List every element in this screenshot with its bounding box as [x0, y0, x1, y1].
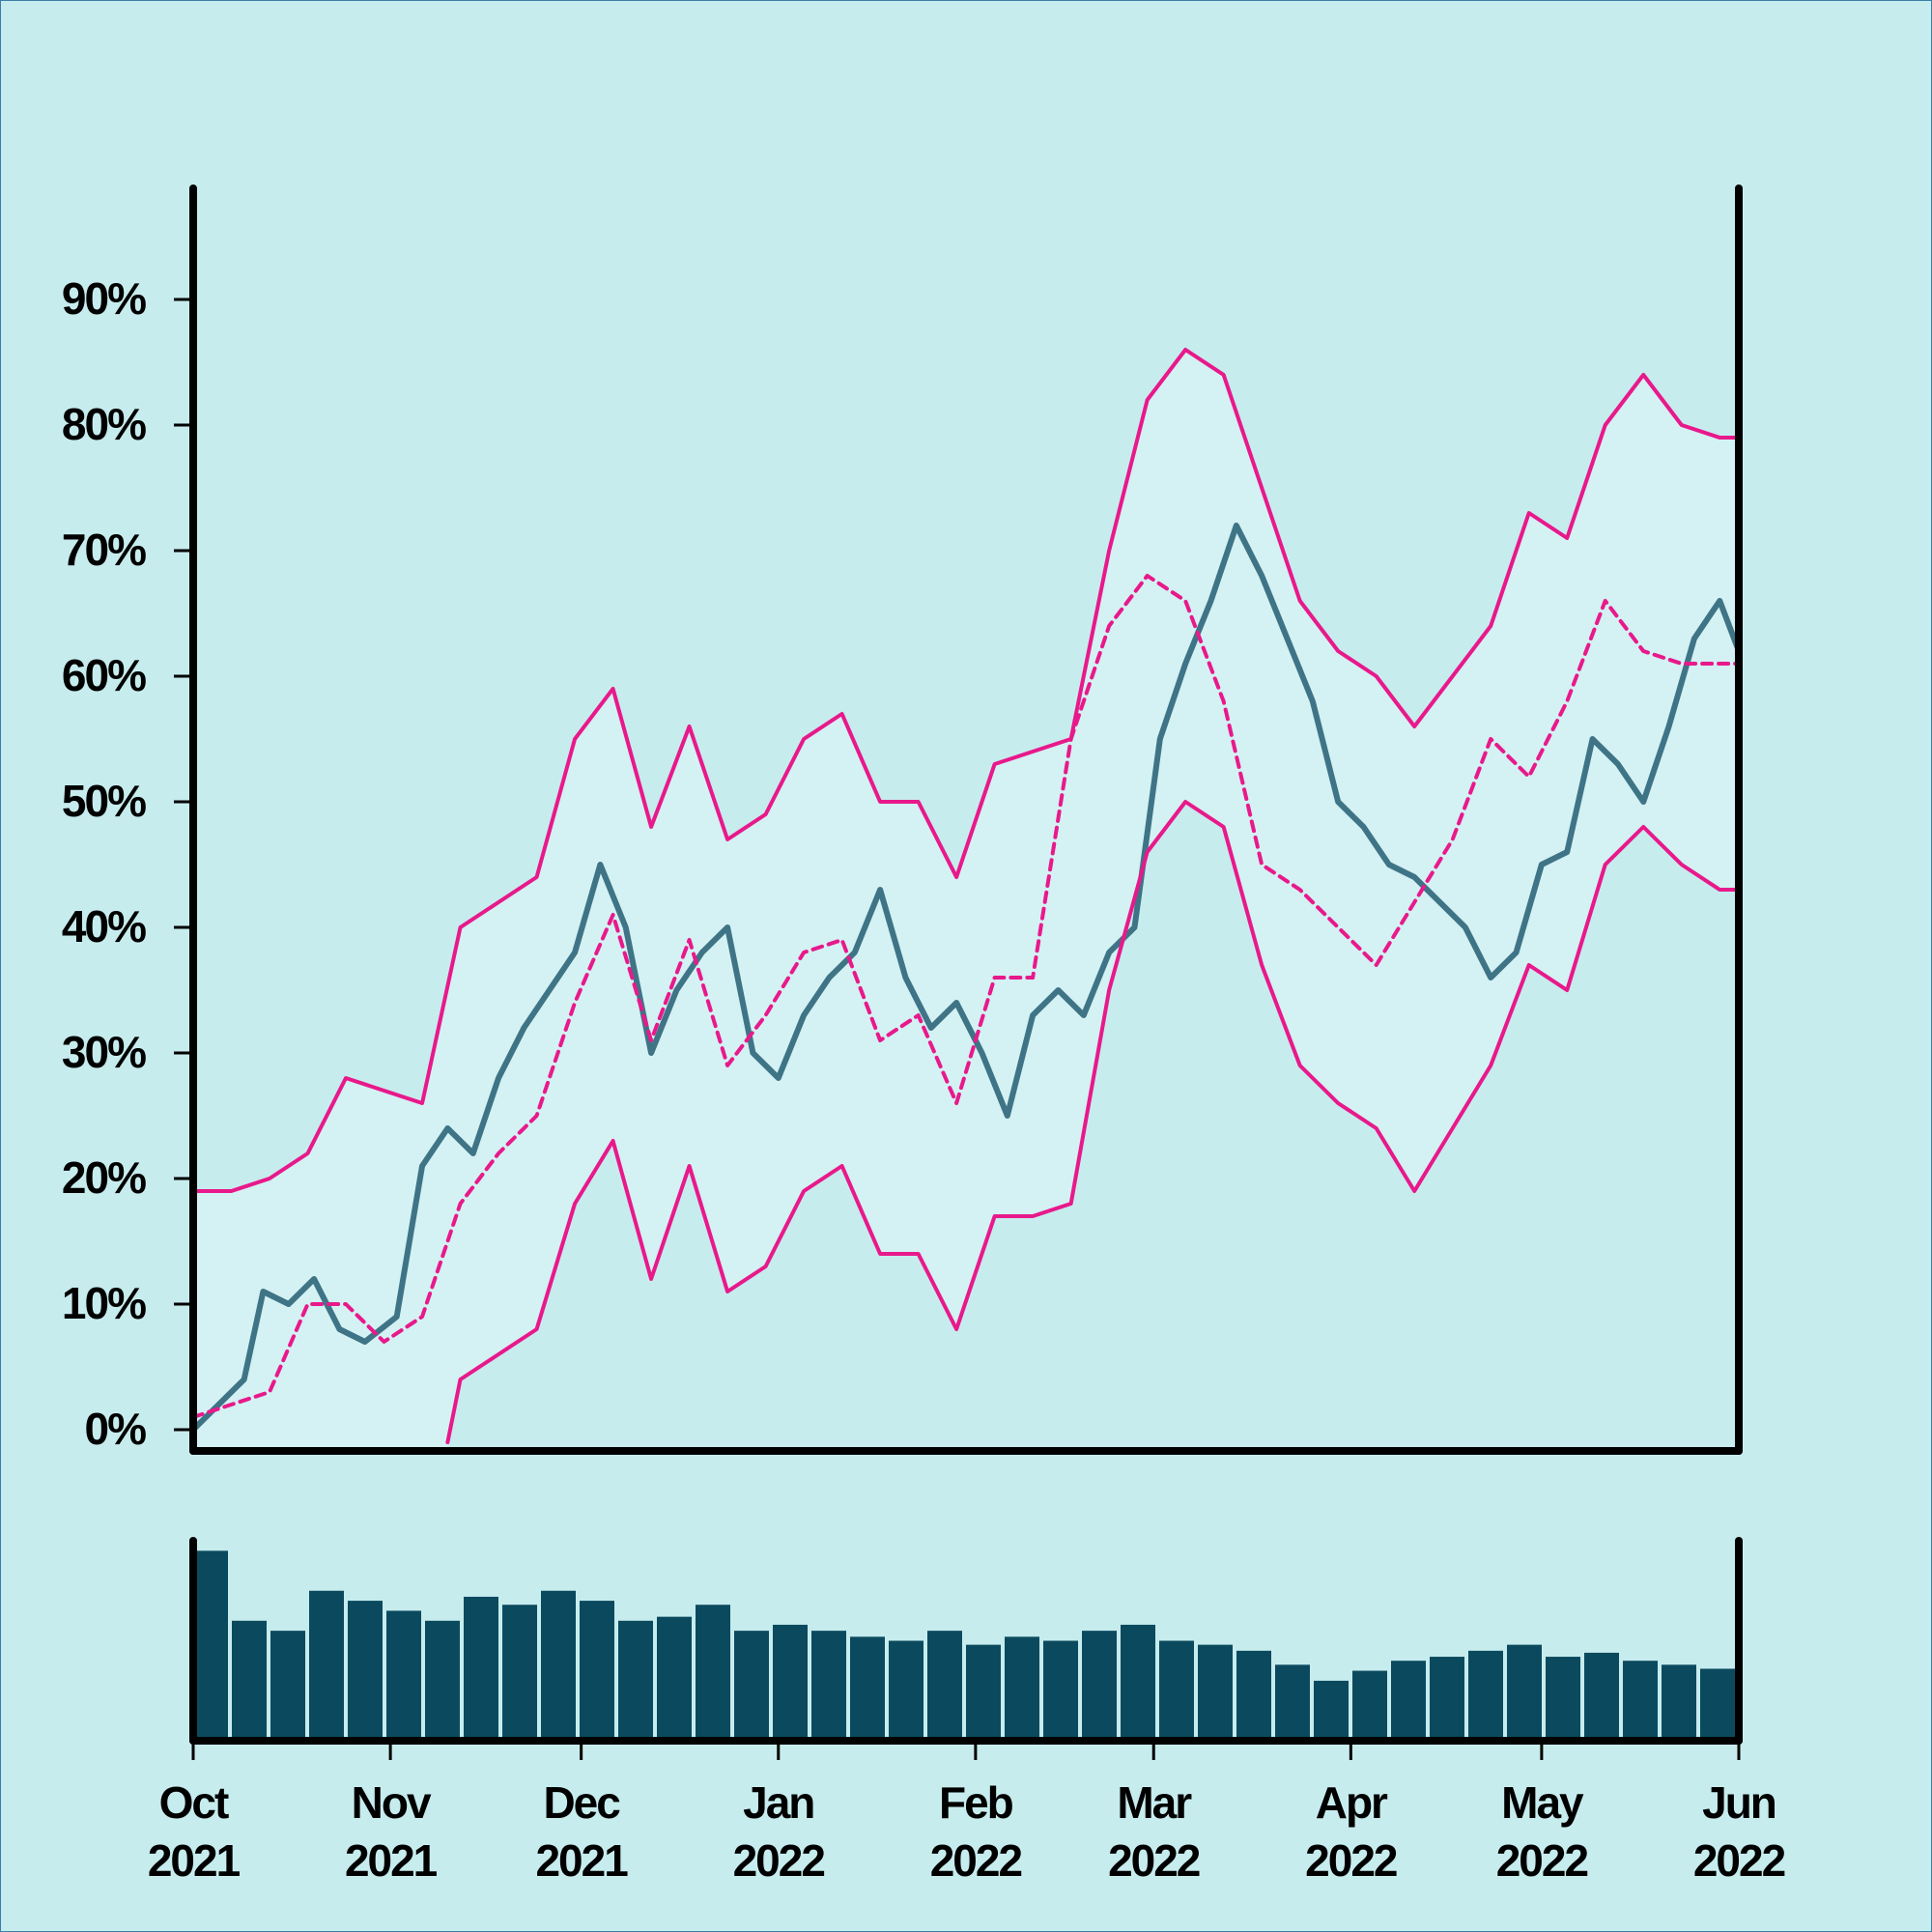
volume-bar — [657, 1616, 692, 1741]
x-tick-label-year: 2021 — [535, 1835, 628, 1886]
x-tick-label-year: 2022 — [1305, 1835, 1397, 1886]
volume-bar — [1275, 1664, 1310, 1741]
y-tick-label: 30% — [62, 1027, 146, 1077]
y-tick-label: 60% — [62, 650, 146, 700]
volume-bar — [1314, 1680, 1349, 1741]
x-tick-label-month: Nov — [352, 1777, 432, 1828]
volume-bar — [811, 1631, 846, 1741]
volume-bar — [1507, 1644, 1542, 1741]
y-tick-label: 40% — [62, 901, 146, 952]
x-tick-label-month: Mar — [1117, 1777, 1192, 1828]
volume-bar — [1082, 1631, 1117, 1741]
x-tick-label-month: Apr — [1316, 1777, 1388, 1828]
x-tick-label-month: Jan — [743, 1777, 813, 1828]
x-axis-ticks: Oct 2021 Nov 2021 Dec 2021 Jan 2022 Feb 2022 Mar 20… — [148, 1741, 1787, 1886]
x-tick-label-year: 2022 — [930, 1835, 1022, 1886]
x-tick-label-month: Dec — [543, 1777, 620, 1828]
y-tick-label: 80% — [62, 399, 146, 449]
volume-bar — [1662, 1664, 1696, 1741]
volume-bar — [1198, 1644, 1233, 1741]
volume-bar — [1700, 1668, 1735, 1741]
series-line-value — [193, 523, 1739, 1433]
x-tick-label-year: 2022 — [1496, 1835, 1588, 1886]
volume-bar — [1391, 1661, 1426, 1741]
series-line-lower-band — [445, 800, 1739, 1444]
volume-bar — [927, 1631, 962, 1741]
volume-bar — [1043, 1640, 1078, 1741]
y-tick-label: 50% — [62, 776, 146, 826]
volume-bar — [850, 1636, 885, 1741]
x-tick-label-month: Jun — [1702, 1777, 1776, 1828]
y-axis-ticks: 0% 10% 20% 30% 40% 50% 60% 70% 80% 90% — [62, 273, 193, 1454]
volume-bar — [1430, 1657, 1464, 1741]
volume-bar — [966, 1644, 1001, 1741]
y-tick-label: 10% — [62, 1278, 146, 1328]
volume-bar — [348, 1601, 383, 1741]
volume-bar — [1584, 1652, 1619, 1741]
x-tick-label-year: 2022 — [1693, 1835, 1785, 1886]
volume-bar — [1005, 1636, 1039, 1741]
band-fill — [193, 350, 1739, 1451]
y-tick-label: 0% — [85, 1404, 147, 1454]
volume-bar — [1623, 1661, 1658, 1741]
x-tick-label-year: 2021 — [345, 1835, 438, 1886]
y-tick-label: 70% — [62, 525, 146, 575]
volume-bar — [1546, 1657, 1580, 1741]
volume-bar — [734, 1631, 769, 1741]
volume-bar — [1159, 1640, 1194, 1741]
band-fill-area — [193, 350, 1739, 1451]
series-line-upper-band — [193, 348, 1739, 1193]
volume-bars — [193, 1550, 1735, 1741]
volume-bar — [1352, 1670, 1387, 1741]
volume-bar — [464, 1596, 498, 1741]
volume-bar — [889, 1640, 923, 1741]
x-tick-label-year: 2022 — [1108, 1835, 1200, 1886]
volume-bar — [270, 1631, 305, 1741]
volume-bar — [773, 1624, 808, 1741]
volume-bar — [386, 1610, 421, 1741]
volume-bar — [618, 1620, 653, 1741]
volume-bar — [541, 1590, 576, 1741]
volume-bar — [502, 1605, 537, 1741]
volume-bar — [232, 1620, 267, 1741]
volume-bar — [580, 1601, 614, 1741]
y-tick-label: 90% — [62, 273, 146, 324]
x-tick-label-year: 2021 — [148, 1835, 241, 1886]
volume-bar — [1468, 1650, 1503, 1741]
volume-bar — [1121, 1624, 1155, 1741]
series-line-moving-average — [193, 574, 1739, 1419]
volume-bar — [309, 1590, 344, 1741]
volume-bar — [193, 1550, 228, 1741]
volume-bar — [425, 1620, 460, 1741]
plot-lines — [193, 348, 1739, 1444]
volume-bar — [696, 1605, 730, 1741]
volume-bar — [1236, 1650, 1271, 1741]
x-tick-label-month: Feb — [939, 1777, 1013, 1828]
y-tick-label: 20% — [62, 1152, 146, 1203]
x-tick-label-month: Oct — [159, 1777, 229, 1828]
x-tick-label-year: 2022 — [733, 1835, 825, 1886]
x-tick-label-month: May — [1501, 1777, 1584, 1828]
axes — [189, 185, 1743, 1745]
